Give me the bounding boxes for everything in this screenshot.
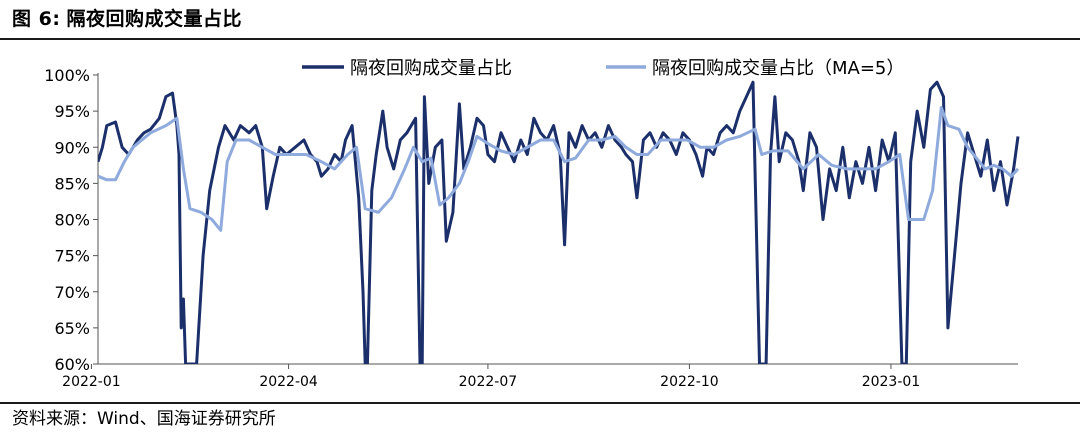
y-tick-label: 80% <box>54 211 90 230</box>
chart-axes: 60% 65% 70% 75% 80% 85% 90% 95% 100% 2022-01 2022-… <box>44 66 1018 390</box>
legend-label-ma5: 隔夜回购成交量占比（MA=5） <box>652 58 904 79</box>
y-tick-label: 90% <box>54 138 90 157</box>
x-tick-label: 2022-07 <box>459 374 518 390</box>
x-tick-label: 2023-01 <box>862 374 921 390</box>
y-tick-label: 95% <box>54 102 90 121</box>
chart-legend: 隔夜回购成交量占比 隔夜回购成交量占比（MA=5） <box>302 58 904 79</box>
y-tick-label: 70% <box>54 283 90 302</box>
y-tick-label: 85% <box>54 174 90 193</box>
x-tick-label: 2022-04 <box>259 374 318 390</box>
chart-series <box>98 80 1020 364</box>
y-tick-label: 100% <box>44 66 90 85</box>
y-tick-label: 65% <box>54 319 90 338</box>
bottom-rule <box>0 402 1080 404</box>
figure-title: 图 6: 隔夜回购成交量占比 <box>12 2 248 36</box>
y-tick-label: 60% <box>54 355 90 374</box>
x-tick-label: 2022-01 <box>62 374 121 390</box>
series-line-overnight-share-ma5 <box>98 106 1020 232</box>
series-line-overnight-share <box>98 80 1020 364</box>
y-tick-label: 75% <box>54 247 90 266</box>
top-rule <box>0 38 1080 40</box>
source-note: 资料来源：Wind、国海证券研究所 <box>12 409 276 429</box>
figure-title-text: 隔夜回购成交量占比 <box>66 8 242 30</box>
legend-label-overnight-share: 隔夜回购成交量占比 <box>350 58 512 79</box>
x-tick-label: 2022-10 <box>660 374 719 390</box>
figure-label: 图 6: <box>12 8 61 30</box>
line-chart: 60% 65% 70% 75% 80% 85% 90% 95% 100% 2022-01 2022-… <box>44 58 1020 390</box>
